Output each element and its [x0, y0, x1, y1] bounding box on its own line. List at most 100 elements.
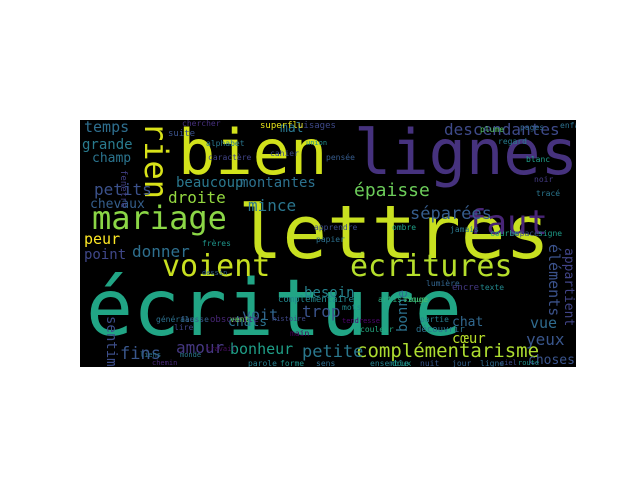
word-histoire: histoire	[272, 315, 306, 323]
word-rouge: rouge	[404, 295, 429, 304]
word-champ: champ	[92, 151, 132, 166]
word-chercher: chercher	[182, 120, 221, 128]
word-generale: générale	[156, 315, 195, 324]
word-regard: regard	[498, 137, 527, 146]
word-chevaux: chevaux	[90, 197, 145, 212]
word-ombre: ombre	[392, 223, 417, 232]
word-ecriture: écriture	[86, 264, 462, 354]
word-tendresse: tendresse	[342, 317, 380, 325]
word-liens: liens	[140, 351, 162, 359]
word-cahier: cahier	[270, 149, 299, 158]
word-separees: séparées	[410, 204, 492, 224]
word-jamais: jamais	[450, 225, 479, 234]
word-besoin: besoin	[304, 285, 355, 301]
word-fenetre: fenêtre	[118, 170, 128, 208]
word-grande: grande	[82, 137, 133, 153]
word-noir: noir	[534, 175, 554, 184]
word-travail: travail	[206, 345, 236, 353]
word-couleur: couleur	[360, 325, 394, 334]
word-droite: droite	[168, 188, 226, 207]
word-lire: lire	[174, 323, 194, 332]
word-cloud: écriture lettres bien lignes mariage voient éc…	[80, 120, 576, 367]
word-fins: fins	[120, 344, 161, 364]
word-montantes: montantes	[240, 175, 316, 191]
word-vent: vent	[230, 315, 250, 324]
word-fausse: fausse	[180, 315, 209, 324]
word-plume: plume	[480, 125, 505, 134]
word-petite: petite	[302, 342, 364, 362]
word-epaisse: épaisse	[354, 180, 430, 201]
word-mal: mal	[280, 121, 304, 136]
word-ensemble: ensemble	[370, 359, 409, 368]
word-coeur: cœur	[452, 331, 486, 347]
word-espace: espace	[510, 229, 539, 238]
word-donner: donner	[132, 242, 190, 261]
word-bien: bien	[178, 120, 328, 189]
word-superflu: superflu	[260, 121, 304, 131]
word-visages: visages	[298, 121, 336, 131]
word-forme: forme	[280, 359, 305, 368]
word-monde: monde	[180, 351, 202, 359]
word-pensee: pensée	[326, 153, 355, 162]
word-papier: papier	[316, 235, 345, 244]
word-freres: frères	[202, 239, 231, 248]
word-pages: pages	[520, 123, 545, 132]
word-ciel: ciel	[500, 359, 517, 367]
word-lignes: lignes	[354, 120, 576, 189]
word-peur: peur	[84, 230, 121, 248]
word-obscurite: obscurité	[210, 315, 259, 325]
word-chat: chat	[452, 315, 484, 330]
word-union: union	[306, 139, 328, 147]
word-chemin: chemin	[152, 359, 178, 367]
word-trop: trop	[302, 302, 341, 321]
word-elements: éléments	[545, 244, 563, 317]
word-sens: sens	[316, 359, 336, 368]
word-doux: doux	[392, 359, 412, 368]
word-bonheur: bonheur	[230, 340, 294, 358]
word-signe: signe	[538, 229, 563, 238]
word-apprendre: apprendre	[314, 223, 358, 232]
word-nuit: nuit	[420, 359, 440, 368]
word-amour: amour	[176, 338, 225, 357]
word-descendantes: descendantes	[444, 120, 560, 139]
word-beaucoup: beaucoup	[176, 175, 244, 191]
word-voient: voient	[162, 249, 271, 284]
word-appartient: appartient	[561, 248, 576, 327]
word-faut: faut	[466, 203, 548, 243]
word-mariage: mariage	[92, 199, 227, 237]
word-texte: texte	[480, 283, 505, 292]
word-vue: vue	[530, 314, 558, 332]
word-sentiment: sentiment	[103, 316, 119, 367]
word-route: route	[518, 359, 540, 367]
word-main: main	[290, 329, 310, 338]
word-artistique: artistique	[378, 295, 427, 304]
word-dessin: dessin	[202, 269, 228, 277]
word-yeux: yeux	[526, 330, 565, 349]
word-decouvrir: découvrir	[416, 325, 465, 335]
word-point: point	[84, 247, 127, 263]
word-mots: mots	[342, 303, 362, 312]
word-ligne: ligne	[480, 359, 505, 368]
word-trace: tracé	[536, 189, 561, 198]
word-alphabet: alphabet	[206, 139, 245, 148]
word-mince: mince	[248, 196, 297, 215]
word-jour: jour	[452, 359, 472, 368]
word-caractere: caractère	[208, 153, 252, 162]
word-lettres: lettres	[238, 190, 550, 276]
word-encre: encre	[452, 283, 480, 293]
word-partie: partie	[420, 315, 449, 324]
word-temps: temps	[84, 120, 130, 136]
word-ecritures: écritures	[350, 249, 513, 284]
word-petits: petits	[94, 180, 152, 199]
word-complementaire: complémentaire	[278, 295, 354, 305]
word-lumiere: lumière	[426, 279, 460, 288]
word-voit: voit	[242, 306, 279, 324]
word-courbe: courbe	[490, 229, 519, 238]
word-blanc: blanc	[526, 155, 551, 164]
word-chats: chats	[228, 315, 268, 330]
word-complementarisme: complémentarisme	[356, 340, 540, 362]
word-suite: suite	[168, 129, 196, 139]
word-choses: choses	[528, 353, 575, 367]
word-enfant: enfant	[560, 121, 576, 130]
word-parole: parole	[248, 359, 277, 368]
